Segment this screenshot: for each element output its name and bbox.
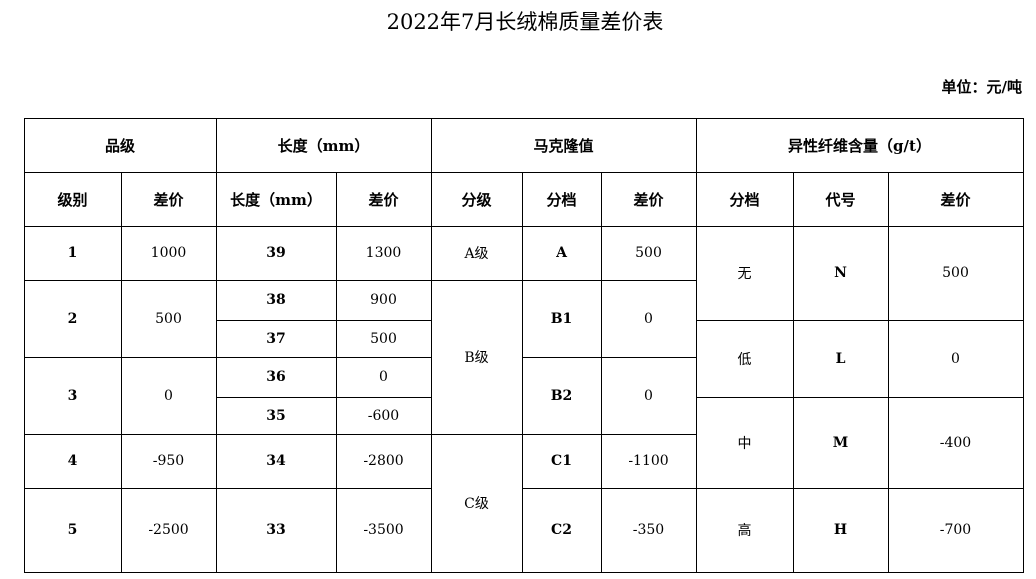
mic-class-cell: A级	[430, 225, 523, 281]
grade-diff-cell: 1000	[120, 225, 217, 281]
page-title: 2022年7月长绒棉质量差价表	[386, 10, 664, 34]
grade-level-cell: 2	[23, 279, 122, 358]
length-mm-cell: 33	[215, 487, 337, 573]
length-mm-cell: 34	[215, 433, 337, 489]
grade-diff-cell: -2500	[120, 487, 217, 573]
length-diff-cell: 900	[335, 279, 432, 321]
mic-tier-cell: C2	[521, 487, 602, 573]
unit-label: 单位：元/吨	[941, 78, 1022, 96]
grade-diff-cell: 0	[120, 356, 217, 435]
ff-diff-cell: -400	[887, 396, 1024, 489]
mic-class-cell: B级	[430, 279, 523, 435]
header-length: 长度（mm）	[215, 117, 432, 173]
length-diff-cell: 0	[335, 356, 432, 398]
grade-level-cell: 1	[23, 225, 122, 281]
mic-diff-cell: -1100	[600, 433, 697, 489]
mic-diff-cell: 0	[600, 356, 697, 435]
mic-diff-cell: -350	[600, 487, 697, 573]
length-diff-cell: 500	[335, 319, 432, 358]
ff-diff-cell: 0	[887, 319, 1024, 398]
header-mic-diff: 差价	[600, 171, 697, 227]
header-grade-level: 级别	[23, 171, 122, 227]
length-diff-cell: 1300	[335, 225, 432, 281]
ff-tier-cell: 低	[695, 319, 794, 398]
header-length-diff: 差价	[335, 171, 432, 227]
length-mm-cell: 38	[215, 279, 337, 321]
grade-diff-cell: -950	[120, 433, 217, 489]
grade-level-cell: 3	[23, 356, 122, 435]
ff-tier-cell: 无	[695, 225, 794, 321]
grade-level-cell: 5	[23, 487, 122, 573]
grade-diff-cell: 500	[120, 279, 217, 358]
header-micronaire: 马克隆值	[430, 117, 697, 173]
ff-code-cell: M	[792, 396, 889, 489]
ff-tier-cell: 中	[695, 396, 794, 489]
header-grade-diff: 差价	[120, 171, 217, 227]
grade-level-cell: 4	[23, 433, 122, 489]
header-ff-diff: 差价	[887, 171, 1024, 227]
mic-tier-cell: A	[521, 225, 602, 281]
header-ff-tier: 分档	[695, 171, 794, 227]
length-mm-cell: 35	[215, 396, 337, 435]
mic-class-cell: C级	[430, 433, 523, 573]
ff-code-cell: H	[792, 487, 889, 573]
header-foreign-fiber: 异性纤维含量（g/t）	[695, 117, 1024, 173]
header-mic-class: 分级	[430, 171, 523, 227]
header-mic-tier: 分档	[521, 171, 602, 227]
mic-tier-cell: B1	[521, 279, 602, 358]
length-mm-cell: 39	[215, 225, 337, 281]
mic-tier-cell: C1	[521, 433, 602, 489]
mic-tier-cell: B2	[521, 356, 602, 435]
length-diff-cell: -2800	[335, 433, 432, 489]
header-grade: 品级	[23, 117, 217, 173]
mic-diff-cell: 0	[600, 279, 697, 358]
length-mm-cell: 37	[215, 319, 337, 358]
ff-tier-cell: 高	[695, 487, 794, 573]
mic-diff-cell: 500	[600, 225, 697, 281]
header-ff-code: 代号	[792, 171, 889, 227]
ff-code-cell: L	[792, 319, 889, 398]
header-length-mm: 长度（mm）	[215, 171, 337, 227]
length-mm-cell: 36	[215, 356, 337, 398]
ff-diff-cell: 500	[887, 225, 1024, 321]
length-diff-cell: -600	[335, 396, 432, 435]
ff-diff-cell: -700	[887, 487, 1024, 573]
ff-code-cell: N	[792, 225, 889, 321]
length-diff-cell: -3500	[335, 487, 432, 573]
